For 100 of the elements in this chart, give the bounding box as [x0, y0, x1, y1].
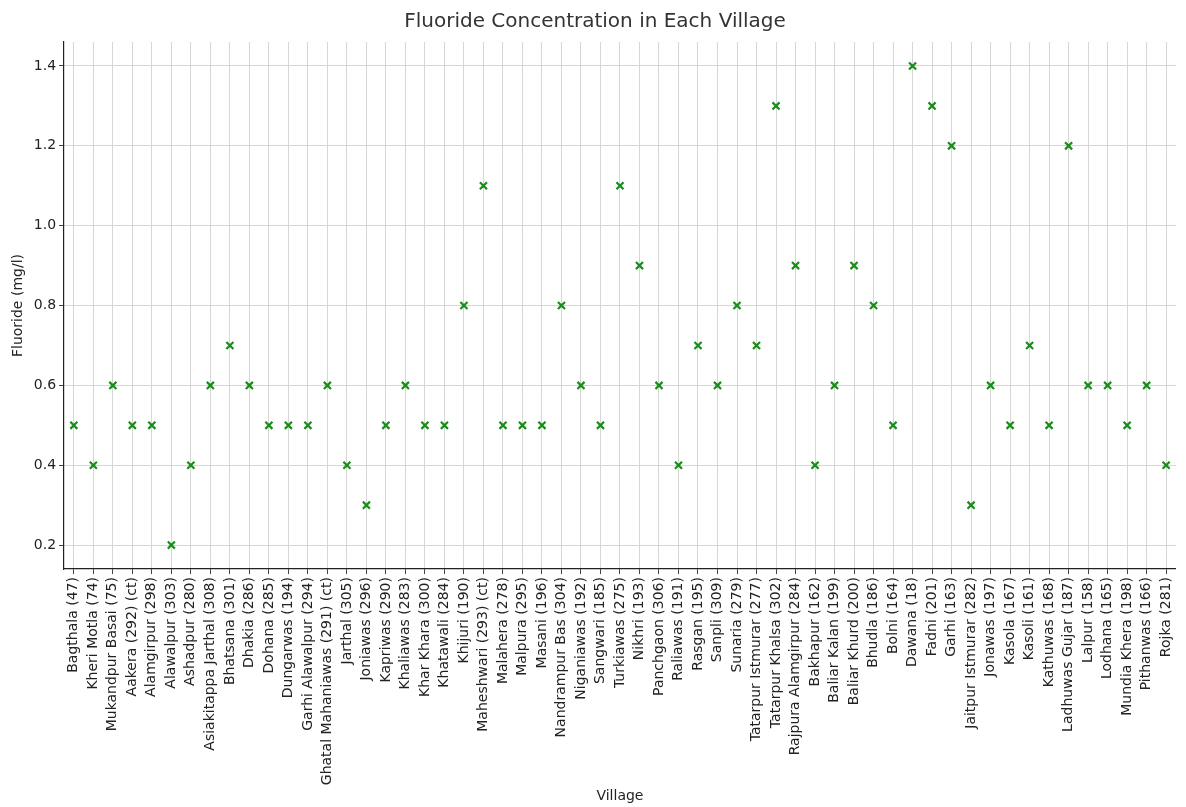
point [576, 380, 586, 391]
point [439, 420, 450, 430]
y-tick-label: 1.0 [33, 216, 57, 233]
x-tick-label: Garhi (163) [942, 577, 959, 657]
point [127, 420, 137, 430]
point [615, 181, 625, 191]
y-axis-title: Fluoride (mg/l) [9, 254, 26, 358]
x-tick-label: Dohana (285) [259, 577, 276, 674]
point [342, 460, 352, 470]
x-tick-label: Niganiawas (192) [571, 577, 588, 700]
x-tick-label: Baliar Kalan (199) [825, 577, 842, 703]
x-tick-label: Panchgaon (306) [649, 577, 666, 696]
point [712, 380, 723, 391]
x-tick-label: Maheshwari (293) (ct) [474, 577, 491, 732]
x-tick-label: Baliar Khurd (200) [844, 577, 861, 706]
x-tick-label: Jaitpur Istmurar (282) [961, 577, 978, 730]
x-axis-title: Village [596, 787, 644, 804]
point [868, 300, 879, 311]
point [1142, 380, 1152, 391]
y-tick-label: 0.4 [33, 455, 57, 472]
x-tick-label: Tatarpur Khalsa (302) [766, 577, 783, 730]
x-tick-label: Bagthala (47) [64, 577, 81, 673]
point [673, 460, 684, 470]
x-tick-label: Fadni (201) [922, 577, 939, 657]
point [966, 500, 976, 510]
x-tick-label: Malahera (278) [493, 577, 510, 685]
point [985, 380, 996, 391]
x-tick-label: Nikhri (193) [630, 577, 647, 661]
point [186, 460, 196, 470]
x-tick-label: Mundia Khera (198) [1117, 577, 1134, 716]
x-tick-label: Ashadpur (280) [181, 577, 198, 686]
point [1024, 340, 1035, 351]
point [946, 141, 957, 151]
point [381, 420, 391, 430]
point [517, 420, 528, 430]
x-tick-label: Rasgan (195) [688, 577, 705, 671]
x-tick-label: Dhakia (286) [240, 577, 257, 668]
point [1122, 420, 1132, 430]
point [927, 101, 937, 111]
x-tick-label: Kathuwas (168) [1039, 577, 1056, 688]
point [556, 300, 567, 311]
x-tick-label: Khijuri (190) [454, 577, 471, 664]
point [244, 380, 254, 391]
point [1161, 460, 1171, 470]
x-tick-label: Bhatsana (301) [220, 577, 237, 686]
point [888, 420, 898, 430]
point [1063, 141, 1074, 151]
x-tick-label: Malpura (295) [513, 577, 530, 676]
point [69, 420, 79, 430]
x-tick-label: Bakhapur (162) [805, 577, 822, 687]
point [907, 61, 918, 71]
point [751, 340, 762, 351]
point [1102, 380, 1113, 391]
point [810, 460, 820, 470]
point [654, 380, 664, 391]
y-tick-label: 0.8 [33, 296, 57, 313]
x-tick-label: Jarthal (305) [337, 577, 354, 666]
x-tick-label: Lalpur (158) [1078, 577, 1095, 663]
point [225, 340, 235, 351]
x-tick-label: Dungarwas (194) [279, 577, 296, 699]
point [498, 420, 508, 430]
point [732, 300, 742, 311]
x-tick-label: Bolni (164) [883, 577, 900, 654]
x-tick-label: Sunaria (279) [727, 577, 744, 673]
x-tick-label: Jonawas (197) [981, 577, 998, 678]
point [88, 460, 98, 470]
y-tick-label: 1.4 [33, 56, 57, 73]
point [108, 380, 118, 391]
x-tick-label: Sanpli (309) [708, 577, 725, 663]
x-tick-label: Sangwari (185) [591, 577, 608, 685]
point [147, 420, 157, 430]
x-tick-label: Mukandpur Basai (75) [103, 577, 120, 732]
y-tick-label: 0.6 [33, 376, 57, 393]
point [595, 420, 606, 430]
x-tick-label: Asiakitappa Jarthal (308) [201, 577, 217, 751]
point [420, 420, 430, 430]
x-tick-label: Ghatal Mahaniawas (291) (ct) [318, 577, 335, 786]
x-tick-label: Lodhana (165) [1098, 577, 1115, 680]
x-tick-label: Khar Khara (300) [415, 577, 432, 697]
x-tick-label: Alamgirpur (298) [142, 577, 159, 697]
y-tick-label: 0.2 [33, 535, 57, 552]
point [693, 340, 703, 351]
x-tick-label: Raliawas (191) [669, 577, 686, 681]
x-tick-label: Rajpura Alamgirpur (284) [786, 577, 803, 756]
chart-title: Fluoride Concentration in Each Village [404, 8, 786, 33]
x-tick-label: Kasoli (161) [1020, 577, 1037, 661]
x-tick-label: Tatarpur Istmurar (277) [747, 577, 764, 743]
x-tick-label: Aakera (292) (ct) [122, 577, 139, 697]
x-tick-label: Kheri Motla (74) [83, 577, 100, 690]
point [264, 420, 274, 430]
x-tick-label: Kapriwas (290) [376, 577, 393, 683]
x-tick-label: Ladhuwas Gujar (187) [1059, 577, 1076, 732]
point [400, 380, 411, 391]
x-tick-label: Khatawali (284) [435, 577, 452, 688]
point [283, 420, 294, 430]
point [303, 420, 313, 430]
point [849, 260, 859, 271]
x-tick-label: Bhudla (186) [864, 577, 881, 668]
point [459, 300, 469, 311]
point [1044, 420, 1054, 430]
